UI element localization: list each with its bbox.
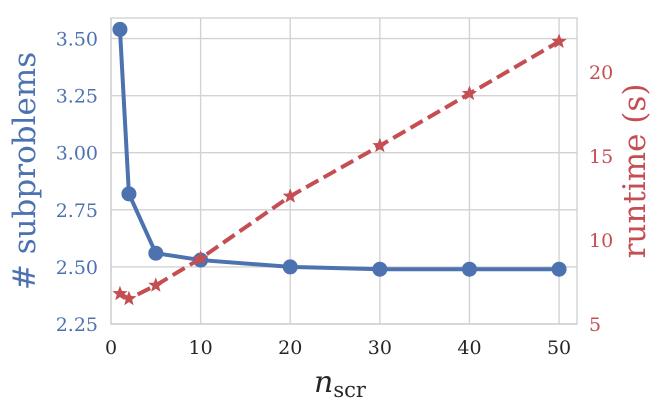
plot-frame [110, 17, 578, 325]
data-point [148, 277, 164, 292]
data-point [148, 245, 164, 261]
series-layer [112, 21, 567, 306]
left-y-tick-label: 2.25 [56, 314, 98, 336]
data-point [282, 188, 298, 203]
data-point [193, 250, 209, 265]
data-point [112, 21, 128, 37]
data-point [121, 290, 137, 306]
data-point [461, 85, 478, 101]
right-y-tick-labels: 5 10 15 20 [589, 62, 613, 336]
data-point [372, 137, 388, 153]
left-y-tick-label: 3.50 [56, 29, 98, 51]
right-y-axis-label: runtime (s) [617, 84, 653, 259]
x-axis-label: nscr [314, 365, 367, 402]
series-line [118, 39, 561, 301]
left-y-tick-labels: 2.25 2.50 2.75 3.00 3.25 3.50 [56, 29, 98, 336]
x-tick-label: 10 [189, 337, 213, 359]
right-y-tick-label: 10 [589, 230, 613, 252]
data-point [551, 261, 567, 277]
data-point [551, 33, 567, 49]
data-point [372, 261, 388, 277]
right-y-tick-label: 20 [589, 62, 613, 84]
data-point [461, 261, 477, 277]
x-axis-label-main: n [314, 365, 333, 400]
x-axis-label-subscript: scr [333, 378, 367, 402]
data-point [282, 259, 298, 275]
series-line [117, 29, 560, 272]
left-y-tick-label: 3.00 [56, 143, 98, 165]
series-right-axis [112, 33, 567, 306]
x-tick-labels: 0 10 20 30 40 50 [105, 337, 571, 359]
x-tick-label: 30 [368, 337, 392, 359]
series-left-axis [112, 21, 567, 277]
x-tick-label: 20 [278, 337, 302, 359]
right-y-tick-label: 15 [589, 146, 613, 168]
right-y-tick-label: 5 [589, 314, 601, 336]
left-y-tick-label: 3.25 [56, 86, 98, 108]
left-y-axis-label: # subproblems [7, 52, 43, 290]
data-point [112, 285, 128, 301]
data-point [121, 186, 137, 202]
left-y-tick-label: 2.75 [56, 200, 98, 222]
grid [110, 18, 577, 325]
x-tick-label: 40 [457, 337, 481, 359]
left-y-tick-label: 2.50 [56, 257, 98, 279]
x-tick-label: 50 [547, 337, 571, 359]
x-tick-label: 0 [105, 337, 117, 359]
